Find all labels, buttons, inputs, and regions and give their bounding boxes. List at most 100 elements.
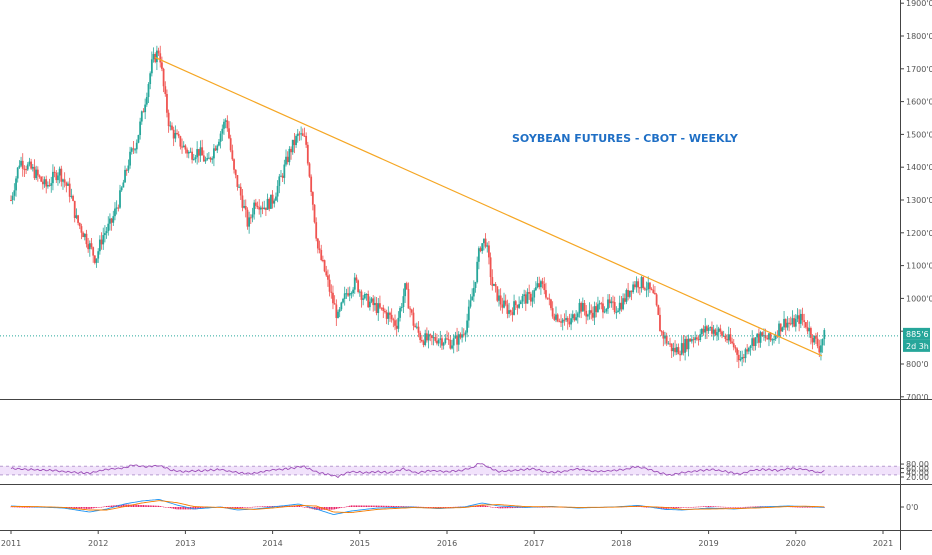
candle-body <box>311 192 314 205</box>
candle-body <box>132 148 135 150</box>
candle-body <box>794 318 797 327</box>
candle-body <box>516 305 519 308</box>
candle-body <box>437 339 440 344</box>
time-axis-tick-label: 2021 <box>873 539 893 548</box>
candle-body <box>432 337 435 339</box>
candle-body <box>405 283 408 289</box>
macd-histogram-bar <box>181 507 183 510</box>
candle-body <box>72 195 74 201</box>
candle-body <box>390 314 393 320</box>
candle-body <box>219 133 222 142</box>
candle-body <box>144 104 147 113</box>
candle-body <box>82 232 85 238</box>
macd-histogram-bar <box>516 507 519 508</box>
macd-histogram-bar <box>718 506 720 508</box>
candle-body <box>534 287 537 291</box>
macd-histogram-bar <box>107 505 109 507</box>
candle-body <box>672 347 675 352</box>
macd-histogram-bar <box>263 506 265 507</box>
macd-histogram-bar <box>714 506 716 507</box>
candle-body <box>509 310 512 313</box>
macd-histogram-bar <box>111 505 113 507</box>
candle-body <box>414 325 417 328</box>
candle-body <box>301 133 304 136</box>
candle-body <box>657 305 660 315</box>
macd-histogram-bar <box>157 505 160 507</box>
macd-histogram-bar <box>659 507 661 509</box>
macd-histogram-bar <box>122 504 124 507</box>
candle-body <box>196 149 199 158</box>
candle-body <box>306 144 309 164</box>
candle-body <box>201 147 204 156</box>
macd-histogram-bar <box>303 507 306 508</box>
time-axis-tick-label: 2013 <box>175 539 195 548</box>
macd-histogram-bar <box>354 505 356 507</box>
candle-body <box>305 135 308 145</box>
macd-histogram-bar <box>689 507 691 508</box>
macd-histogram-bar <box>17 506 19 508</box>
macd-histogram-bar <box>491 507 493 508</box>
chart-title: SOYBEAN FUTURES - CBOT - WEEKLY <box>512 132 739 145</box>
candle-body <box>494 284 497 287</box>
candle-body <box>662 331 665 339</box>
candle-body <box>214 148 217 151</box>
candle-body <box>694 337 697 340</box>
macd-histogram-bar <box>691 507 693 508</box>
candle-body <box>355 277 358 281</box>
candle-body <box>633 284 636 288</box>
macd-histogram-bar <box>362 505 364 507</box>
rsi-axis-tick-label: 80.00 <box>906 460 929 469</box>
candle-body <box>75 215 78 218</box>
macd-histogram-bar <box>451 506 453 508</box>
candle-body <box>523 294 526 297</box>
candle-body <box>415 326 418 328</box>
candle-body <box>150 59 153 74</box>
rsi-band <box>0 466 900 475</box>
time-axis-tick-label: 2015 <box>350 539 370 548</box>
candle-body <box>367 293 370 308</box>
candle-body <box>531 297 534 302</box>
candle-body <box>358 291 361 293</box>
candle-body <box>625 290 628 302</box>
candle-body <box>692 339 695 341</box>
candle-body <box>330 291 333 293</box>
candle-body <box>585 310 588 317</box>
macd-histogram-bar <box>74 507 76 509</box>
macd-histogram-bar <box>164 507 166 508</box>
candle-body <box>568 321 571 325</box>
macd-histogram-bar <box>25 507 27 508</box>
candle-body <box>213 148 215 159</box>
candle-body <box>429 334 432 336</box>
candle-body <box>739 358 742 361</box>
candle-body <box>786 322 789 328</box>
macd-histogram-bar <box>490 506 492 508</box>
candle-body <box>695 337 698 340</box>
candle-body <box>77 215 79 223</box>
signal-line <box>11 500 825 514</box>
candle-body <box>638 287 641 289</box>
macd-histogram-bar <box>248 507 250 508</box>
candle-body <box>152 53 155 60</box>
candle-body <box>254 202 257 206</box>
time-axis-tick-label: 2011 <box>1 539 21 548</box>
candle-body <box>68 183 71 197</box>
macd-histogram-bar <box>501 507 503 509</box>
macd-histogram-bar <box>141 505 143 507</box>
candle-body <box>224 120 227 122</box>
candle-body <box>734 347 737 349</box>
macd-histogram-bar <box>741 507 743 508</box>
macd-histogram-bar <box>357 505 359 507</box>
candle-body <box>467 306 470 321</box>
macd-histogram-bar <box>508 507 510 509</box>
candle-body <box>395 325 398 329</box>
macd-histogram-bar <box>146 505 148 507</box>
candle-body <box>729 334 732 342</box>
candle-body <box>550 299 552 309</box>
macd-histogram-bar <box>255 506 257 508</box>
candle-body <box>506 304 509 314</box>
candle-body <box>52 171 54 184</box>
candle-body <box>778 323 780 337</box>
macd-histogram-bar <box>261 506 264 507</box>
macd-histogram-bar <box>500 507 502 509</box>
